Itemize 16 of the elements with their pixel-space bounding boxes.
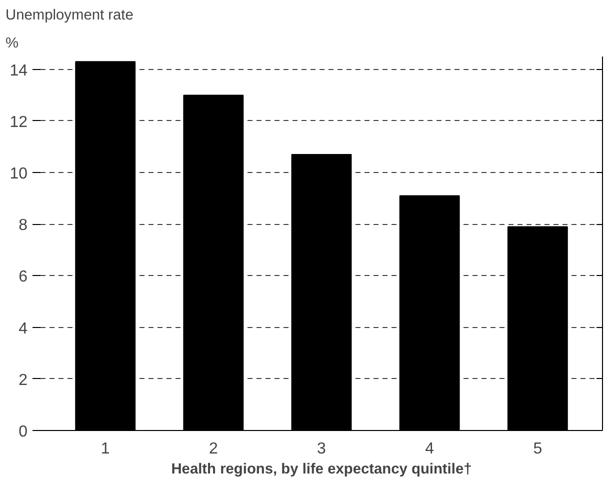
y-tick-label: 12 xyxy=(10,114,28,131)
y-tick-label: 8 xyxy=(18,217,28,234)
y-tick-label: 6 xyxy=(18,268,28,286)
y-tick-label: 14 xyxy=(10,62,28,80)
y-tick-label: 0 xyxy=(18,424,28,440)
x-tick-label: 4 xyxy=(425,440,434,458)
y-tick-label: 4 xyxy=(18,320,28,338)
x-tick-label: 5 xyxy=(533,440,542,458)
x-tick-label: 2 xyxy=(208,440,218,458)
y-tick-label: 2 xyxy=(18,372,28,389)
chart-title: Unemployment rate xyxy=(6,8,134,24)
y-tick-label: 10 xyxy=(10,166,28,183)
x-axis-title: Health regions, by life expectancy quintile† xyxy=(171,462,472,478)
y-axis-title: % xyxy=(6,36,19,52)
x-tick-label: 3 xyxy=(317,440,326,458)
x-tick-label: 1 xyxy=(100,440,110,458)
